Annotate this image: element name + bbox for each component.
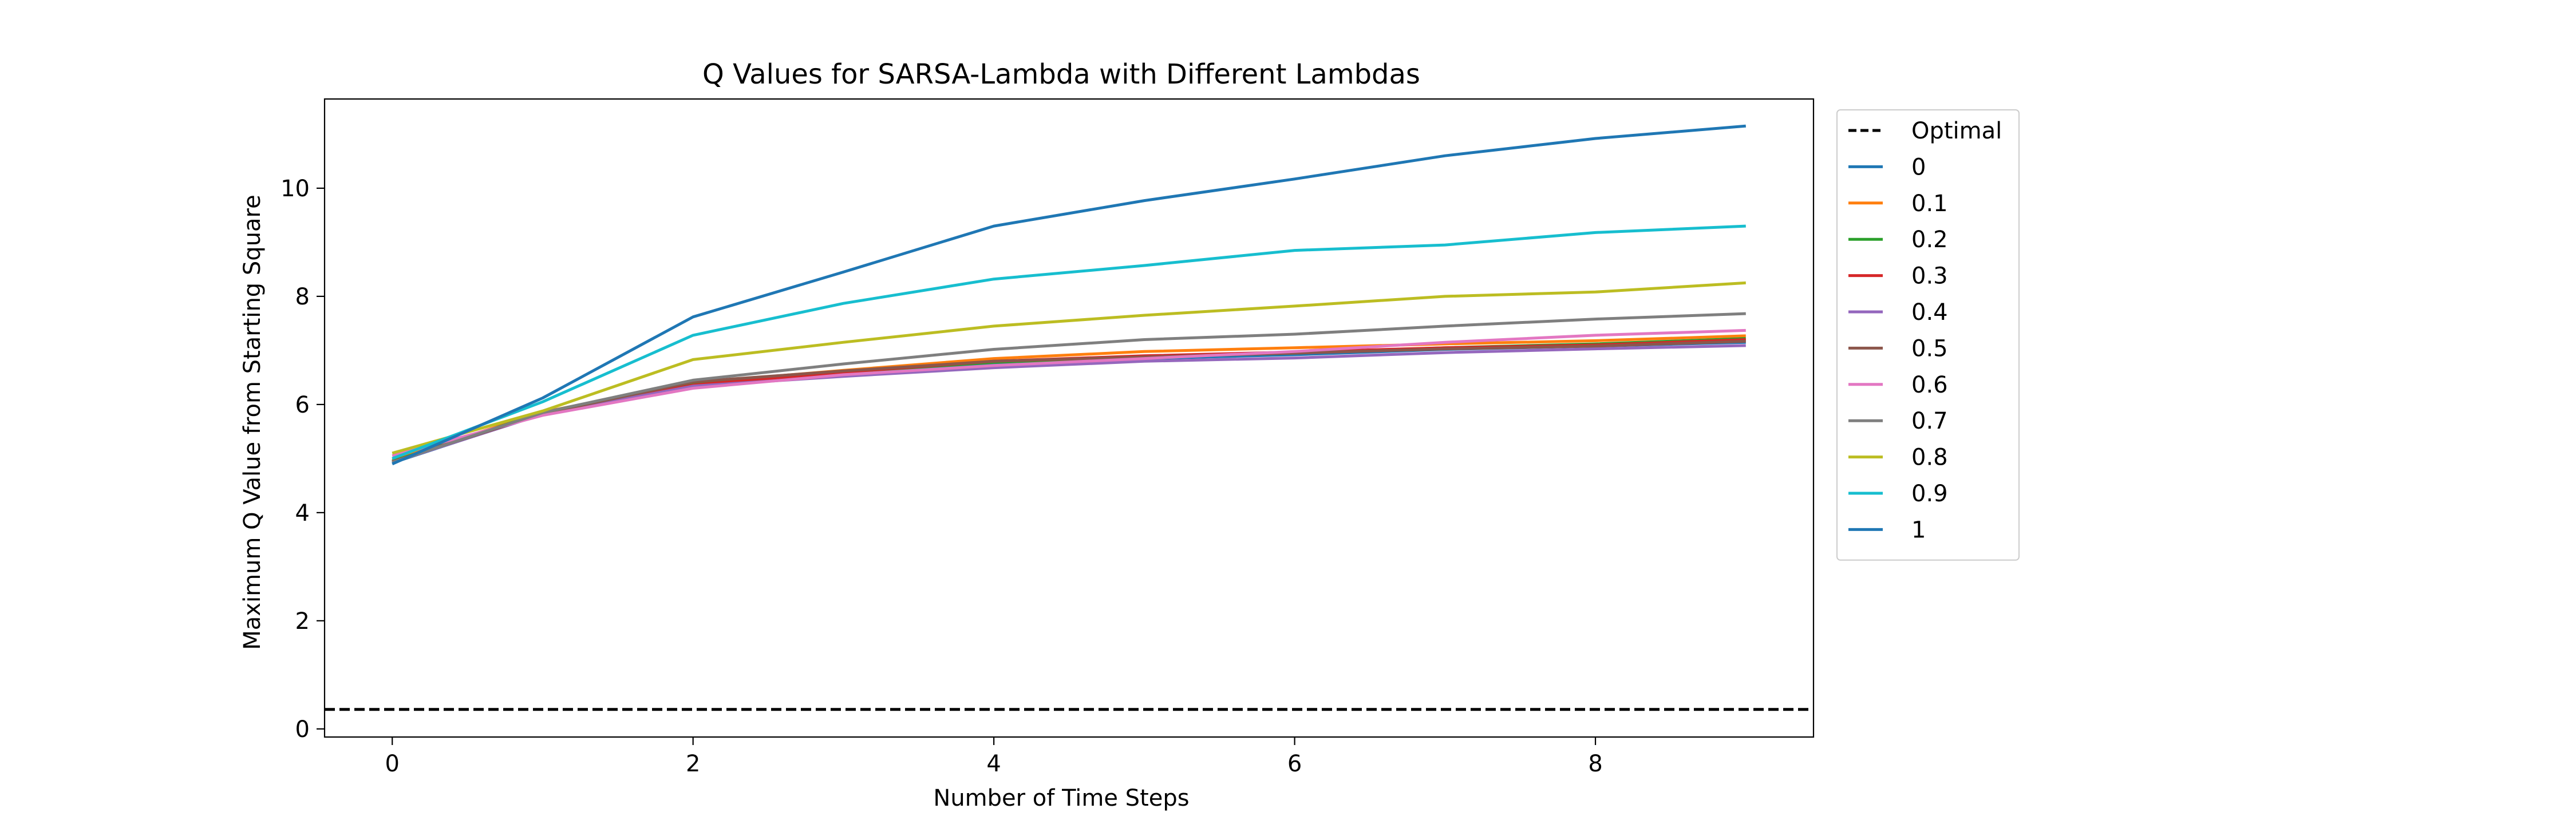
legend-label: 0.7 — [1911, 408, 1948, 434]
x-axis-label: Number of Time Steps — [933, 785, 1189, 811]
legend-label: 0.3 — [1911, 263, 1948, 290]
y-axis-label: Maximum Q Value from Starting Square — [239, 195, 266, 649]
y-tick-label: 2 — [295, 608, 310, 635]
legend: Optimal 0 0.1 0.2 0.3 0.4 0.5 0.6 0.7 0.8 0.9 1 — [1836, 109, 2020, 561]
legend-label: 0.9 — [1911, 481, 1948, 507]
y-tick-label: 4 — [295, 500, 310, 526]
series-line-6 — [392, 328, 1746, 458]
y-axis: 0 2 4 6 8 10 — [280, 176, 325, 743]
y-tick-label: 6 — [295, 392, 310, 418]
legend-box — [1836, 109, 2020, 561]
legend-label: 0.8 — [1911, 445, 1948, 471]
x-tick-label: 8 — [1588, 751, 1602, 777]
plot-area — [325, 99, 1814, 737]
x-tick-label: 2 — [686, 751, 700, 777]
series-line-9 — [392, 224, 1746, 460]
data-lines — [325, 124, 1814, 711]
x-tick-label: 0 — [385, 751, 400, 777]
series-line-8 — [392, 281, 1746, 455]
legend-label: 0.1 — [1911, 191, 1948, 217]
x-axis: 0 2 4 6 8 — [385, 737, 1603, 777]
legend-label: 0.2 — [1911, 227, 1948, 253]
y-tick-label: 0 — [295, 716, 310, 743]
plot-frame — [323, 98, 1815, 738]
series-line-4 — [392, 344, 1746, 464]
y-tick-label: 10 — [280, 176, 310, 202]
x-tick-label: 6 — [1287, 751, 1302, 777]
x-tick-label: 4 — [986, 751, 1001, 777]
legend-label: 1 — [1911, 517, 1926, 543]
legend-label: 0.4 — [1911, 299, 1948, 326]
chart-title: Q Values for SARSA-Lambda with Different… — [702, 58, 1420, 90]
y-tick-label: 8 — [295, 284, 310, 310]
legend-label: 0.6 — [1911, 372, 1948, 398]
series-line-10 — [392, 124, 1747, 466]
legend-label: 0 — [1911, 154, 1926, 180]
legend-label: Optimal — [1911, 118, 2002, 144]
legend-label: 0.5 — [1911, 335, 1948, 362]
series-line-7 — [392, 312, 1746, 464]
